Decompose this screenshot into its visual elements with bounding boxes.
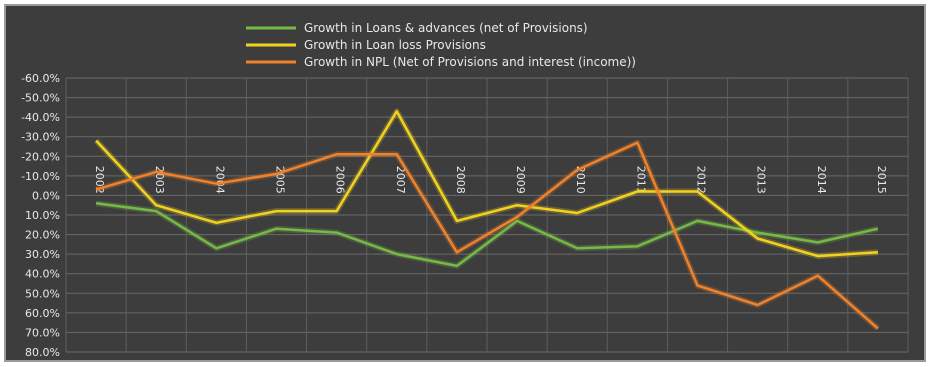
y-tick-label: 70.0% xyxy=(25,326,60,339)
series-lines xyxy=(93,108,880,331)
y-tick-label: 10.0% xyxy=(25,209,60,222)
y-tick-label: 80.0% xyxy=(25,346,60,359)
y-tick-label: 40.0% xyxy=(25,268,60,281)
y-tick-label: -40.0% xyxy=(21,111,60,124)
x-axis-category-labels: 2002 2003 2004 2005 2006 2007 2008 2009 2010 2011… xyxy=(93,166,888,194)
y-tick-label: -50.0% xyxy=(21,92,60,105)
category-label: 2010 xyxy=(574,166,587,194)
y-axis-tick-labels: -60.0% -50.0% -40.0% -30.0% -20.0% -10.0% 0.0%… xyxy=(21,72,60,359)
legend: Growth in Loans & advances (net of Provi… xyxy=(246,21,636,69)
y-tick-label: -10.0% xyxy=(21,170,60,183)
y-tick-label: 60.0% xyxy=(25,307,60,320)
category-label: 2004 xyxy=(213,166,226,194)
y-tick-label: 0.0% xyxy=(32,189,60,202)
y-tick-label: -30.0% xyxy=(21,131,60,144)
category-label: 2012 xyxy=(695,166,708,194)
category-label: 2009 xyxy=(514,166,527,194)
y-tick-label: 30.0% xyxy=(25,248,60,261)
category-label: 2013 xyxy=(755,166,768,194)
legend-entry: Growth in Loans & advances (net of Provi… xyxy=(304,21,588,35)
series-line-3 xyxy=(95,141,879,330)
y-tick-label: 20.0% xyxy=(25,229,60,242)
category-label: 2011 xyxy=(634,166,647,194)
category-label: 2007 xyxy=(394,166,407,194)
grid-lines xyxy=(65,77,909,353)
series-line-2 xyxy=(95,110,878,258)
y-tick-label: 50.0% xyxy=(25,287,60,300)
y-tick-label: -60.0% xyxy=(21,72,60,85)
category-label: 2008 xyxy=(454,166,467,194)
category-label: 2014 xyxy=(815,166,828,194)
y-tick-label: -20.0% xyxy=(21,150,60,163)
legend-entry: Growth in NPL (Net of Provisions and int… xyxy=(304,55,636,69)
legend-entry: Growth in Loan loss Provisions xyxy=(304,38,486,52)
line-chart: -60.0% -50.0% -40.0% -30.0% -20.0% -10.0% 0.0%… xyxy=(21,21,909,359)
category-label: 2015 xyxy=(875,166,888,194)
category-label: 2006 xyxy=(334,166,347,194)
chart-frame: -60.0% -50.0% -40.0% -30.0% -20.0% -10.0% 0.0%… xyxy=(4,4,926,362)
